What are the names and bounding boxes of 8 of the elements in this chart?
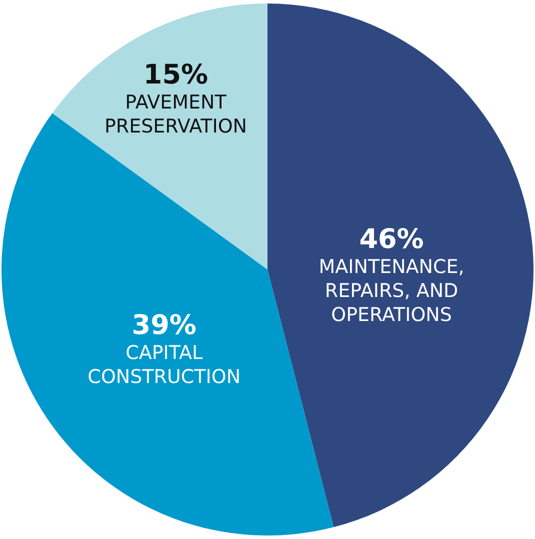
slice-label: CAPITAL CONSTRUCTION <box>88 342 241 388</box>
slice-label: PAVEMENT PRESERVATION <box>104 91 248 138</box>
pie-slice <box>52 4 268 270</box>
data-label: 15% <box>143 59 208 90</box>
data-label: 46% <box>359 224 424 255</box>
pie-slice <box>268 4 533 528</box>
slice-label: MAINTENANCE, REPAIRS, AND OPERATIONS <box>318 256 464 326</box>
data-label: 39% <box>132 310 196 341</box>
